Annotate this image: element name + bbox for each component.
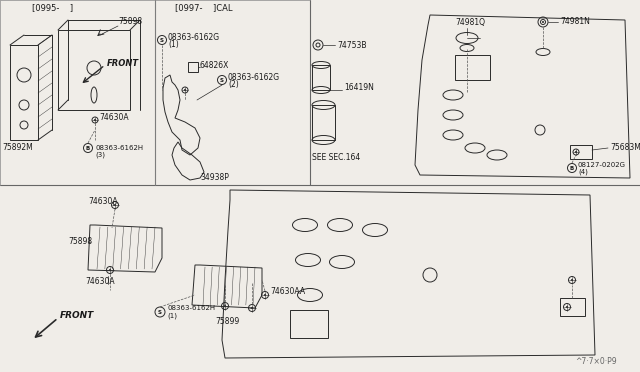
Text: 74981Q: 74981Q [455, 17, 485, 26]
Text: SEE SEC.164: SEE SEC.164 [312, 154, 360, 163]
Text: S: S [158, 310, 162, 314]
Bar [560, 298, 585, 316]
Bar [455, 55, 490, 80]
Bar [188, 62, 198, 72]
Circle shape [251, 307, 253, 309]
Text: S: S [160, 38, 164, 42]
Circle shape [224, 305, 226, 307]
Text: 64826X: 64826X [200, 61, 229, 70]
Text: 08363-6162H: 08363-6162H [95, 145, 143, 151]
Text: FRONT: FRONT [60, 311, 94, 320]
Text: (4): (4) [578, 169, 588, 175]
Text: B: B [86, 145, 90, 151]
Text: 74630AA: 74630AA [270, 288, 305, 296]
Circle shape [94, 119, 96, 121]
Text: FRONT: FRONT [107, 58, 139, 67]
Text: S: S [220, 77, 224, 83]
Text: 75892M: 75892M [2, 144, 33, 153]
Text: 08363-6162G: 08363-6162G [228, 73, 280, 81]
Text: 08363-6162H: 08363-6162H [167, 305, 215, 311]
Text: B: B [570, 166, 574, 170]
Circle shape [571, 279, 573, 281]
Text: 08127-0202G: 08127-0202G [578, 162, 626, 168]
Bar [290, 310, 328, 338]
Text: (3): (3) [95, 152, 105, 158]
Text: 16419N: 16419N [344, 83, 374, 93]
Bar [570, 145, 592, 159]
Text: 75899: 75899 [215, 317, 239, 327]
Text: 34938P: 34938P [200, 173, 229, 183]
Text: (1): (1) [168, 39, 179, 48]
Text: 74630A: 74630A [85, 278, 115, 286]
Circle shape [575, 151, 577, 153]
Text: 74630A: 74630A [88, 198, 118, 206]
Text: 75898: 75898 [68, 237, 92, 247]
Text: (2): (2) [228, 80, 239, 89]
Circle shape [184, 89, 186, 91]
Circle shape [264, 294, 266, 296]
Text: (1): (1) [167, 313, 177, 319]
Circle shape [566, 306, 568, 308]
Circle shape [542, 21, 544, 23]
Text: 75898: 75898 [118, 17, 142, 26]
Circle shape [114, 204, 116, 206]
Text: 74630A: 74630A [99, 113, 129, 122]
Text: 74981N: 74981N [560, 17, 590, 26]
Text: 75683M: 75683M [610, 144, 640, 153]
Text: [0995-    ]: [0995- ] [32, 3, 73, 13]
Circle shape [109, 269, 111, 271]
Text: 08363-6162G: 08363-6162G [168, 32, 220, 42]
Text: 74753B: 74753B [337, 41, 367, 49]
Text: ^7·7×0·P9: ^7·7×0·P9 [575, 357, 616, 366]
Text: [0997-    ]CAL: [0997- ]CAL [175, 3, 232, 13]
